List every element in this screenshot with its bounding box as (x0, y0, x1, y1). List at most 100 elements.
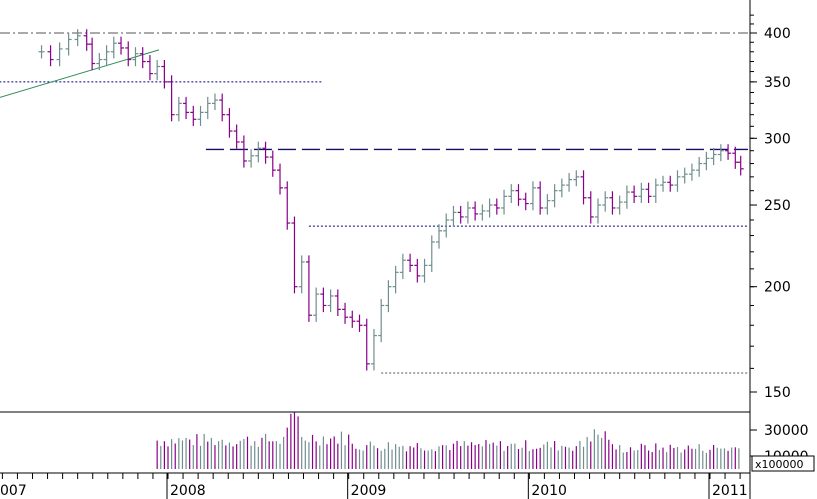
price-bar (211, 93, 218, 111)
price-bar (277, 163, 284, 195)
price-bar (175, 96, 182, 122)
price-bar (602, 191, 609, 212)
volume-tick-label: 30000 (764, 423, 809, 439)
price-bar (132, 47, 139, 67)
price-bar (457, 205, 464, 224)
price-bar (587, 191, 594, 224)
price-bar (421, 258, 428, 283)
price-bar (56, 42, 63, 67)
price-bar (96, 53, 103, 71)
price-bar (190, 105, 197, 126)
price-bar (544, 194, 551, 215)
price-bar (737, 155, 744, 176)
year-label: 2010 (531, 483, 567, 499)
price-bar (83, 29, 90, 51)
price-bar (450, 205, 457, 227)
price-bar (204, 96, 211, 120)
price-bar (47, 45, 54, 67)
price-bar (652, 178, 659, 203)
volume-bars (156, 412, 740, 469)
price-bar (609, 191, 616, 215)
price-bar (414, 258, 421, 283)
price-tick-label: 350 (764, 75, 791, 91)
price-bar (385, 280, 392, 313)
reference-lines (0, 32, 748, 374)
price-bar (645, 182, 652, 203)
price-bar (725, 144, 732, 160)
price-bar (168, 75, 175, 122)
price-bar (703, 151, 710, 171)
price-bar (667, 175, 674, 192)
price-bar (443, 213, 450, 238)
price-bar (515, 184, 522, 206)
price-bar (320, 287, 327, 313)
price-bar (537, 181, 544, 215)
year-label: 2011 (712, 483, 748, 499)
price-tick-label: 150 (764, 385, 791, 401)
price-bar (558, 178, 565, 198)
price-bar (269, 150, 276, 177)
price-bar (110, 36, 117, 59)
price-bar (219, 93, 226, 122)
price-bar (89, 37, 96, 71)
ref-line-trendline (0, 49, 160, 98)
price-bar (262, 141, 269, 164)
volume-unit-label: x100000 (755, 458, 804, 471)
price-bar (370, 329, 377, 371)
price-tick-label: 400 (764, 26, 791, 42)
year-label: 2009 (351, 483, 387, 499)
price-bar (710, 147, 717, 166)
price-bar (493, 198, 500, 215)
price-bar (472, 201, 479, 221)
price-bar (74, 29, 81, 47)
price-bar (580, 170, 587, 205)
price-bar (407, 253, 414, 273)
price-bar (674, 170, 681, 192)
price-tick-label: 250 (764, 198, 791, 214)
price-bar (226, 108, 233, 138)
price-bar (681, 167, 688, 184)
price-bar (284, 181, 291, 230)
price-bar (161, 59, 168, 89)
price-bar (717, 144, 724, 162)
price-bar (233, 124, 240, 149)
price-bar (356, 314, 363, 332)
price-bar (573, 170, 580, 187)
price-bar (479, 204, 486, 221)
price-bar (508, 184, 515, 203)
price-bar (623, 185, 630, 209)
price-bar (291, 216, 298, 294)
price-bar (529, 181, 536, 211)
price-bar (363, 318, 370, 371)
volume-unit-box (751, 455, 815, 472)
price-bar (631, 185, 638, 203)
price-tick-label: 300 (764, 131, 791, 147)
price-bar (501, 189, 508, 215)
price-bar (392, 265, 399, 294)
year-label: 2008 (170, 483, 206, 499)
price-bar (197, 105, 204, 126)
price-bar (399, 253, 406, 279)
price-bar (638, 182, 645, 203)
plot-frame (0, 0, 751, 499)
price-bar (313, 287, 320, 322)
price-bar (38, 45, 45, 59)
price-bar (378, 298, 385, 343)
year-label: 007 (0, 483, 27, 499)
price-bar (248, 149, 255, 168)
price-bar (183, 96, 190, 120)
price-bar (255, 141, 262, 163)
price-bar (566, 173, 573, 192)
price-axis: 150 200 250 300 350 400 (750, 14, 791, 401)
price-bar (125, 41, 132, 67)
price-bar (327, 289, 334, 313)
price-bar (696, 157, 703, 177)
price-bar (594, 198, 601, 224)
price-bar (551, 184, 558, 208)
price-bar (660, 175, 667, 192)
price-bar (486, 198, 493, 218)
price-bar (349, 310, 356, 328)
price-bar (436, 224, 442, 249)
price-bar (688, 163, 695, 181)
